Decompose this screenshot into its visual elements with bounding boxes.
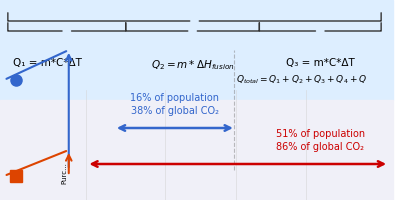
FancyArrowPatch shape	[126, 23, 188, 31]
FancyArrowPatch shape	[259, 23, 316, 31]
Text: 51% of population
86% of global CO₂: 51% of population 86% of global CO₂	[276, 129, 365, 152]
FancyArrowPatch shape	[325, 23, 381, 31]
Bar	[0, 0, 393, 100]
FancyArrowPatch shape	[8, 13, 190, 21]
Text: Purc...: Purc...	[62, 162, 68, 184]
Text: Q₃ = m*C*ΔT: Q₃ = m*C*ΔT	[286, 58, 355, 68]
Text: 16% of population
38% of global CO₂: 16% of population 38% of global CO₂	[130, 93, 219, 116]
Bar	[0, 100, 393, 200]
FancyArrowPatch shape	[197, 23, 259, 31]
Text: $Q_{total} = Q_1 + Q_2 + Q_3 + Q_4 + Q$: $Q_{total} = Q_1 + Q_2 + Q_3 + Q_4 + Q$	[236, 74, 367, 86]
FancyArrowPatch shape	[72, 23, 126, 31]
FancyArrowPatch shape	[8, 23, 62, 31]
Text: Q₁ = m*C*ΔT: Q₁ = m*C*ΔT	[13, 58, 82, 68]
Text: $Q_2 = m*\Delta H_{fusion}$: $Q_2 = m*\Delta H_{fusion}$	[151, 58, 234, 72]
FancyArrowPatch shape	[199, 13, 381, 21]
